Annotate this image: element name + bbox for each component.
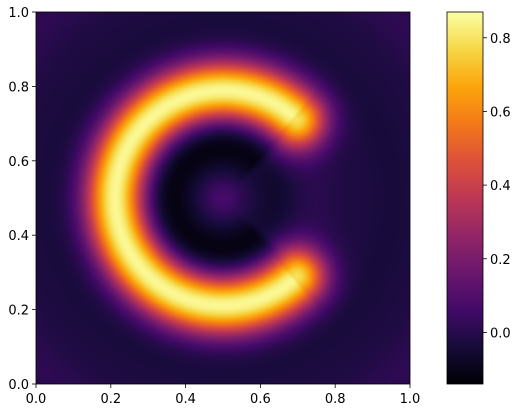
plot-frame: [35, 11, 411, 385]
x-tick-label: 0.4: [175, 392, 196, 407]
colorbar-gradient: [447, 12, 483, 384]
colorbar-axis: 0.0 0.2 0.4 0.6 0.8: [483, 32, 511, 341]
y-tick-label: 1.0: [8, 6, 29, 21]
y-tick-label: 0.0: [8, 378, 29, 393]
x-tick-label: 0.8: [325, 392, 346, 407]
x-tick-label: 0.6: [250, 392, 271, 407]
x-tick-label: 1.0: [400, 392, 421, 407]
y-axis: 0.0 0.2 0.4 0.6 0.8 1.0: [8, 6, 36, 393]
colorbar-tick-label: 0.4: [490, 179, 511, 194]
colorbar-tick-label: 0.8: [490, 32, 511, 47]
y-tick-label: 0.6: [8, 155, 29, 170]
colorbar: 0.0 0.2 0.4 0.6 0.8: [446, 11, 511, 385]
x-tick-label: 0.0: [26, 392, 47, 407]
x-tick-label: 0.2: [100, 392, 121, 407]
heatmap-image: [36, 12, 410, 384]
colorbar-tick-label: 0.0: [490, 326, 511, 341]
y-tick-label: 0.4: [8, 229, 29, 244]
colorbar-frame: [446, 11, 484, 385]
colorbar-tick-label: 0.6: [490, 105, 511, 120]
y-tick-label: 0.2: [8, 304, 29, 319]
colorbar-tick-label: 0.2: [490, 253, 511, 268]
heatmap-area: [35, 11, 411, 385]
x-axis: 0.0 0.2 0.4 0.6 0.8 1.0: [26, 384, 421, 407]
y-tick-label: 0.8: [8, 80, 29, 95]
